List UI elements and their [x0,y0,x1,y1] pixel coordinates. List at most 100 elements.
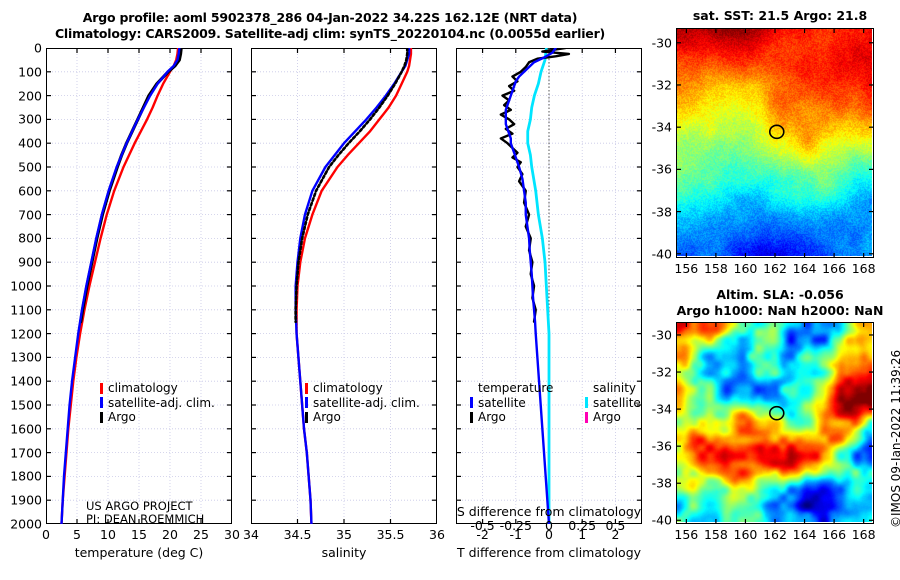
y-tick-600: 600 [18,183,42,199]
temperature-axis-label: temperature (deg C) [74,545,204,560]
y-tick-800: 800 [18,230,42,246]
sla-map-lat-ticklabels: -30 -32 -34 -36 -38 -40 [640,322,672,527]
legend-label-climatology: climatology [313,381,383,395]
lon-tick-162: 162 [763,261,787,276]
temperature-y-ticklabels: 0 100 200 300 400 500 600 700 800 900 1000 1100 1200… [0,41,42,532]
y-tick-1600: 1600 [10,421,42,437]
y-tick-1100: 1100 [10,302,42,318]
x-tick-15: 15 [131,527,147,542]
lat-tick--32: -32 [651,77,672,93]
salinity-difference-ticklabels: -0.5 -0.25 0 0.25 0.5 [456,518,642,534]
lat-tick--38: -38 [651,475,672,491]
sla-map-lon-ticklabels: 156 158 160 162 164 166 168 [674,527,876,545]
legend-swatch-satellite-adj [305,397,308,409]
lon-tick-156: 156 [674,527,699,542]
lon-tick-168: 168 [851,527,876,542]
legend-swatch-climatology [100,382,103,394]
lon-tick-156: 156 [674,261,699,276]
y-tick-200: 200 [18,88,42,104]
lat-tick--32: -32 [651,364,672,380]
difference-legend-temperature: temperature satellite Argo [470,381,553,425]
y-tick-900: 900 [18,254,42,270]
x-tick-0: 0 [42,527,50,542]
legend-label-t-argo: Argo [478,410,506,424]
lat-tick--30: -30 [651,327,672,343]
x-tick-5: 5 [73,527,81,542]
legend-swatch-t-satellite [470,397,473,409]
legend-swatch-t-argo [470,411,473,423]
x-tick-20: 20 [162,527,178,542]
y-tick-1300: 1300 [10,349,42,365]
lat-tick--38: -38 [651,204,672,220]
project-credit: US ARGO PROJECT PI: DEAN ROEMMICH [86,500,204,526]
t-tick--1: -1 [509,527,523,542]
lat-tick--34: -34 [651,119,672,135]
lon-tick-158: 158 [703,261,728,276]
t-tick-2: 2 [611,527,620,542]
sla-map-image [677,323,873,523]
x-tick-25: 25 [193,527,209,542]
legend-swatch-argo [100,411,103,423]
y-tick-2000: 2000 [10,516,42,532]
x-tick-10: 10 [100,527,116,542]
x-tick-35: 35 [336,527,352,542]
lat-tick--40: -40 [651,246,672,262]
lon-tick-166: 166 [822,261,847,276]
legend-label-argo: Argo [108,410,136,424]
x-tick-36: 36 [429,527,445,542]
sla-map-marker-overlay [676,322,874,524]
lon-tick-164: 164 [792,527,817,542]
legend-header-salinity: salinity [593,381,637,395]
lat-tick--30: -30 [651,35,672,51]
salinity-difference-axis-label: S difference from climatology [456,504,642,519]
chart-title-line1: Argo profile: aoml 5902378_286 04-Jan-20… [82,10,578,25]
lon-tick-168: 168 [851,261,876,276]
lon-tick-166: 166 [822,527,847,542]
legend-label-satellite-adj: satellite-adj. clim. [108,395,215,410]
y-tick-1500: 1500 [10,397,42,413]
t-tick-1: 1 [578,527,587,542]
t-tick--2: -2 [476,527,489,542]
temperature-legend: climatology satellite-adj. clim. Argo [100,381,215,425]
y-tick-500: 500 [18,159,42,175]
temperature-difference-axis-label: T difference from climatology [456,545,642,560]
x-tick-35.5: 35.5 [376,527,405,542]
sst-map-marker-overlay [676,28,874,258]
lat-tick--34: -34 [651,401,672,417]
sla-map-title-line2: Argo h1000: NaN h2000: NaN [676,303,884,318]
imos-credit: ©IMOS 09-Jan-2022 11:39:26 [889,349,900,528]
legend-label-satellite-adj: satellite-adj. clim. [313,395,420,410]
y-tick-1800: 1800 [10,468,42,484]
legend-label-climatology: climatology [108,381,178,395]
lat-tick--40: -40 [651,512,672,528]
chart-title-line2: Climatology: CARS2009. Satellite-adj cli… [54,26,606,41]
y-tick-1000: 1000 [10,278,42,294]
y-tick-300: 300 [18,111,42,127]
y-tick-700: 700 [18,207,42,223]
y-tick-1900: 1900 [10,492,42,508]
lon-tick-158: 158 [703,527,728,542]
legend-label-t-satellite: satellite [478,395,526,410]
salinity-axis-label: salinity [321,545,367,560]
lon-tick-162: 162 [763,527,787,542]
legend-swatch-climatology [305,382,308,394]
y-tick-400: 400 [18,135,42,151]
x-tick-34.5: 34.5 [283,527,312,542]
temperature-profile-plot [46,48,232,524]
legend-swatch-satellite-adj [100,397,103,409]
legend-label-argo: Argo [313,410,341,424]
y-tick-1700: 1700 [10,445,42,461]
project-credit-line1: US ARGO PROJECT [86,499,193,513]
y-tick-1200: 1200 [10,326,42,342]
lat-tick--36: -36 [651,161,672,177]
s-tick-2: 0 [545,518,553,533]
s-tick-3: 0.25 [568,518,597,533]
legend-header-temperature: temperature [478,381,554,395]
difference-legend-salinity: salinity satellite Argo [585,381,641,425]
t-tick-0: 0 [545,527,553,542]
s-tick-4: 0.5 [605,518,626,533]
s-tick-0: -0.5 [470,518,495,533]
sst-map-lon-ticklabels: 156 158 160 162 164 166 168 [674,261,876,279]
x-tick-30: 30 [224,527,240,542]
temperature-x-ticklabels: 0 5 10 15 20 25 30 [42,527,240,545]
